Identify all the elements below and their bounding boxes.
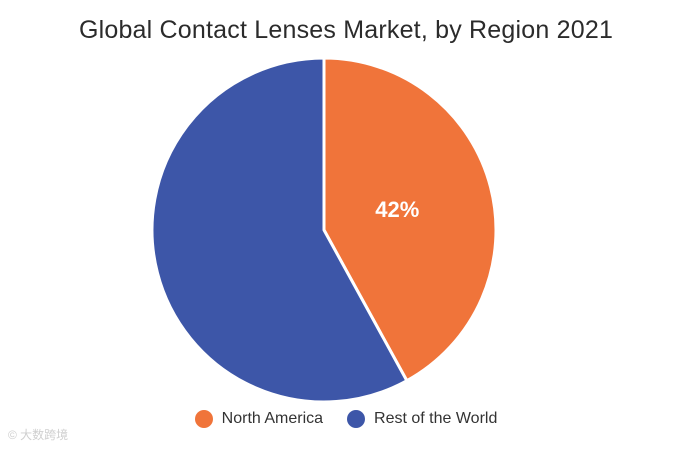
legend-swatch-north-america [194,410,213,428]
watermark: © 大数跨境 [8,428,69,442]
legend-item-rest-of-world: Rest of the World [347,410,497,428]
pie-data-label-north-america: 42% [375,197,419,222]
legend-label-north-america: North America [221,410,324,427]
pie-slice-rest-of-the-world [150,56,409,404]
pie-slice-north-america [322,56,498,383]
legend-item-north-america: North America [194,410,324,428]
legend-label-rest-of-world: Rest of the World [374,410,498,427]
legend-swatch-rest-of-world [347,410,366,428]
chart-title: Global Contact Lenses Market, by Region … [78,16,614,44]
chart-legend: North America Rest of the World [0,410,692,428]
